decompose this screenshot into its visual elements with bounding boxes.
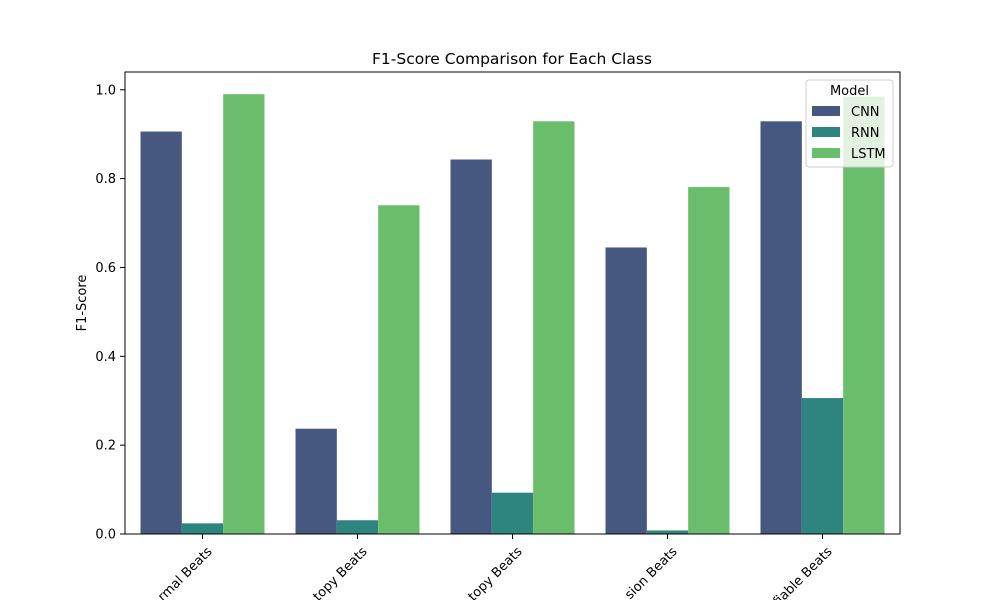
- x-axis: rmal Beats topy Beats topy Beats sion Beats…: [155, 534, 836, 600]
- y-axis-label: F1-Score: [75, 275, 90, 332]
- legend-swatch-lstm: [812, 148, 840, 158]
- legend-label-rnn: RNN: [851, 126, 879, 141]
- bars-group: [140, 94, 885, 535]
- legend-swatch-cnn: [812, 106, 840, 116]
- x-tick-label: fiable Beats: [771, 544, 836, 600]
- bar-lstm-1: [378, 205, 420, 534]
- y-tick-label: 0.8: [95, 172, 116, 187]
- legend-label-lstm: LSTM: [851, 147, 886, 162]
- legend-swatch-rnn: [812, 127, 840, 137]
- bar-rnn-0: [181, 523, 224, 534]
- y-tick-label: 0.0: [95, 528, 116, 543]
- legend: Model CNN RNN LSTM: [805, 79, 894, 168]
- bar-rnn-2: [491, 492, 534, 534]
- x-tick-label: topy Beats: [466, 544, 526, 600]
- bar-lstm-2: [533, 121, 575, 534]
- bar-cnn-4: [760, 121, 802, 534]
- chart-title: F1-Score Comparison for Each Class: [372, 50, 652, 68]
- bar-lstm-3: [688, 187, 730, 534]
- x-tick-label: rmal Beats: [155, 544, 215, 600]
- bar-rnn-3: [646, 530, 689, 534]
- bar-cnn-2: [450, 159, 492, 534]
- y-tick-label: 0.4: [95, 350, 116, 365]
- y-tick-label: 0.6: [95, 261, 116, 276]
- bar-cnn-3: [605, 247, 647, 534]
- bar-cnn-0: [140, 131, 182, 534]
- y-tick-label: 1.0: [95, 83, 116, 98]
- y-axis: 0.0 0.2 0.4 0.6 0.8 1.0: [95, 83, 125, 543]
- y-tick-label: 0.2: [95, 439, 116, 454]
- bar-lstm-4: [843, 96, 885, 535]
- legend-box: [805, 79, 894, 168]
- bar-lstm-0: [223, 94, 265, 535]
- bar-rnn-1: [336, 520, 379, 534]
- bar-cnn-1: [295, 428, 337, 534]
- legend-title: Model: [830, 84, 869, 99]
- x-tick-label: sion Beats: [622, 544, 680, 600]
- bar-rnn-4: [801, 398, 844, 534]
- legend-label-cnn: CNN: [851, 105, 880, 120]
- x-tick-label: topy Beats: [311, 544, 371, 600]
